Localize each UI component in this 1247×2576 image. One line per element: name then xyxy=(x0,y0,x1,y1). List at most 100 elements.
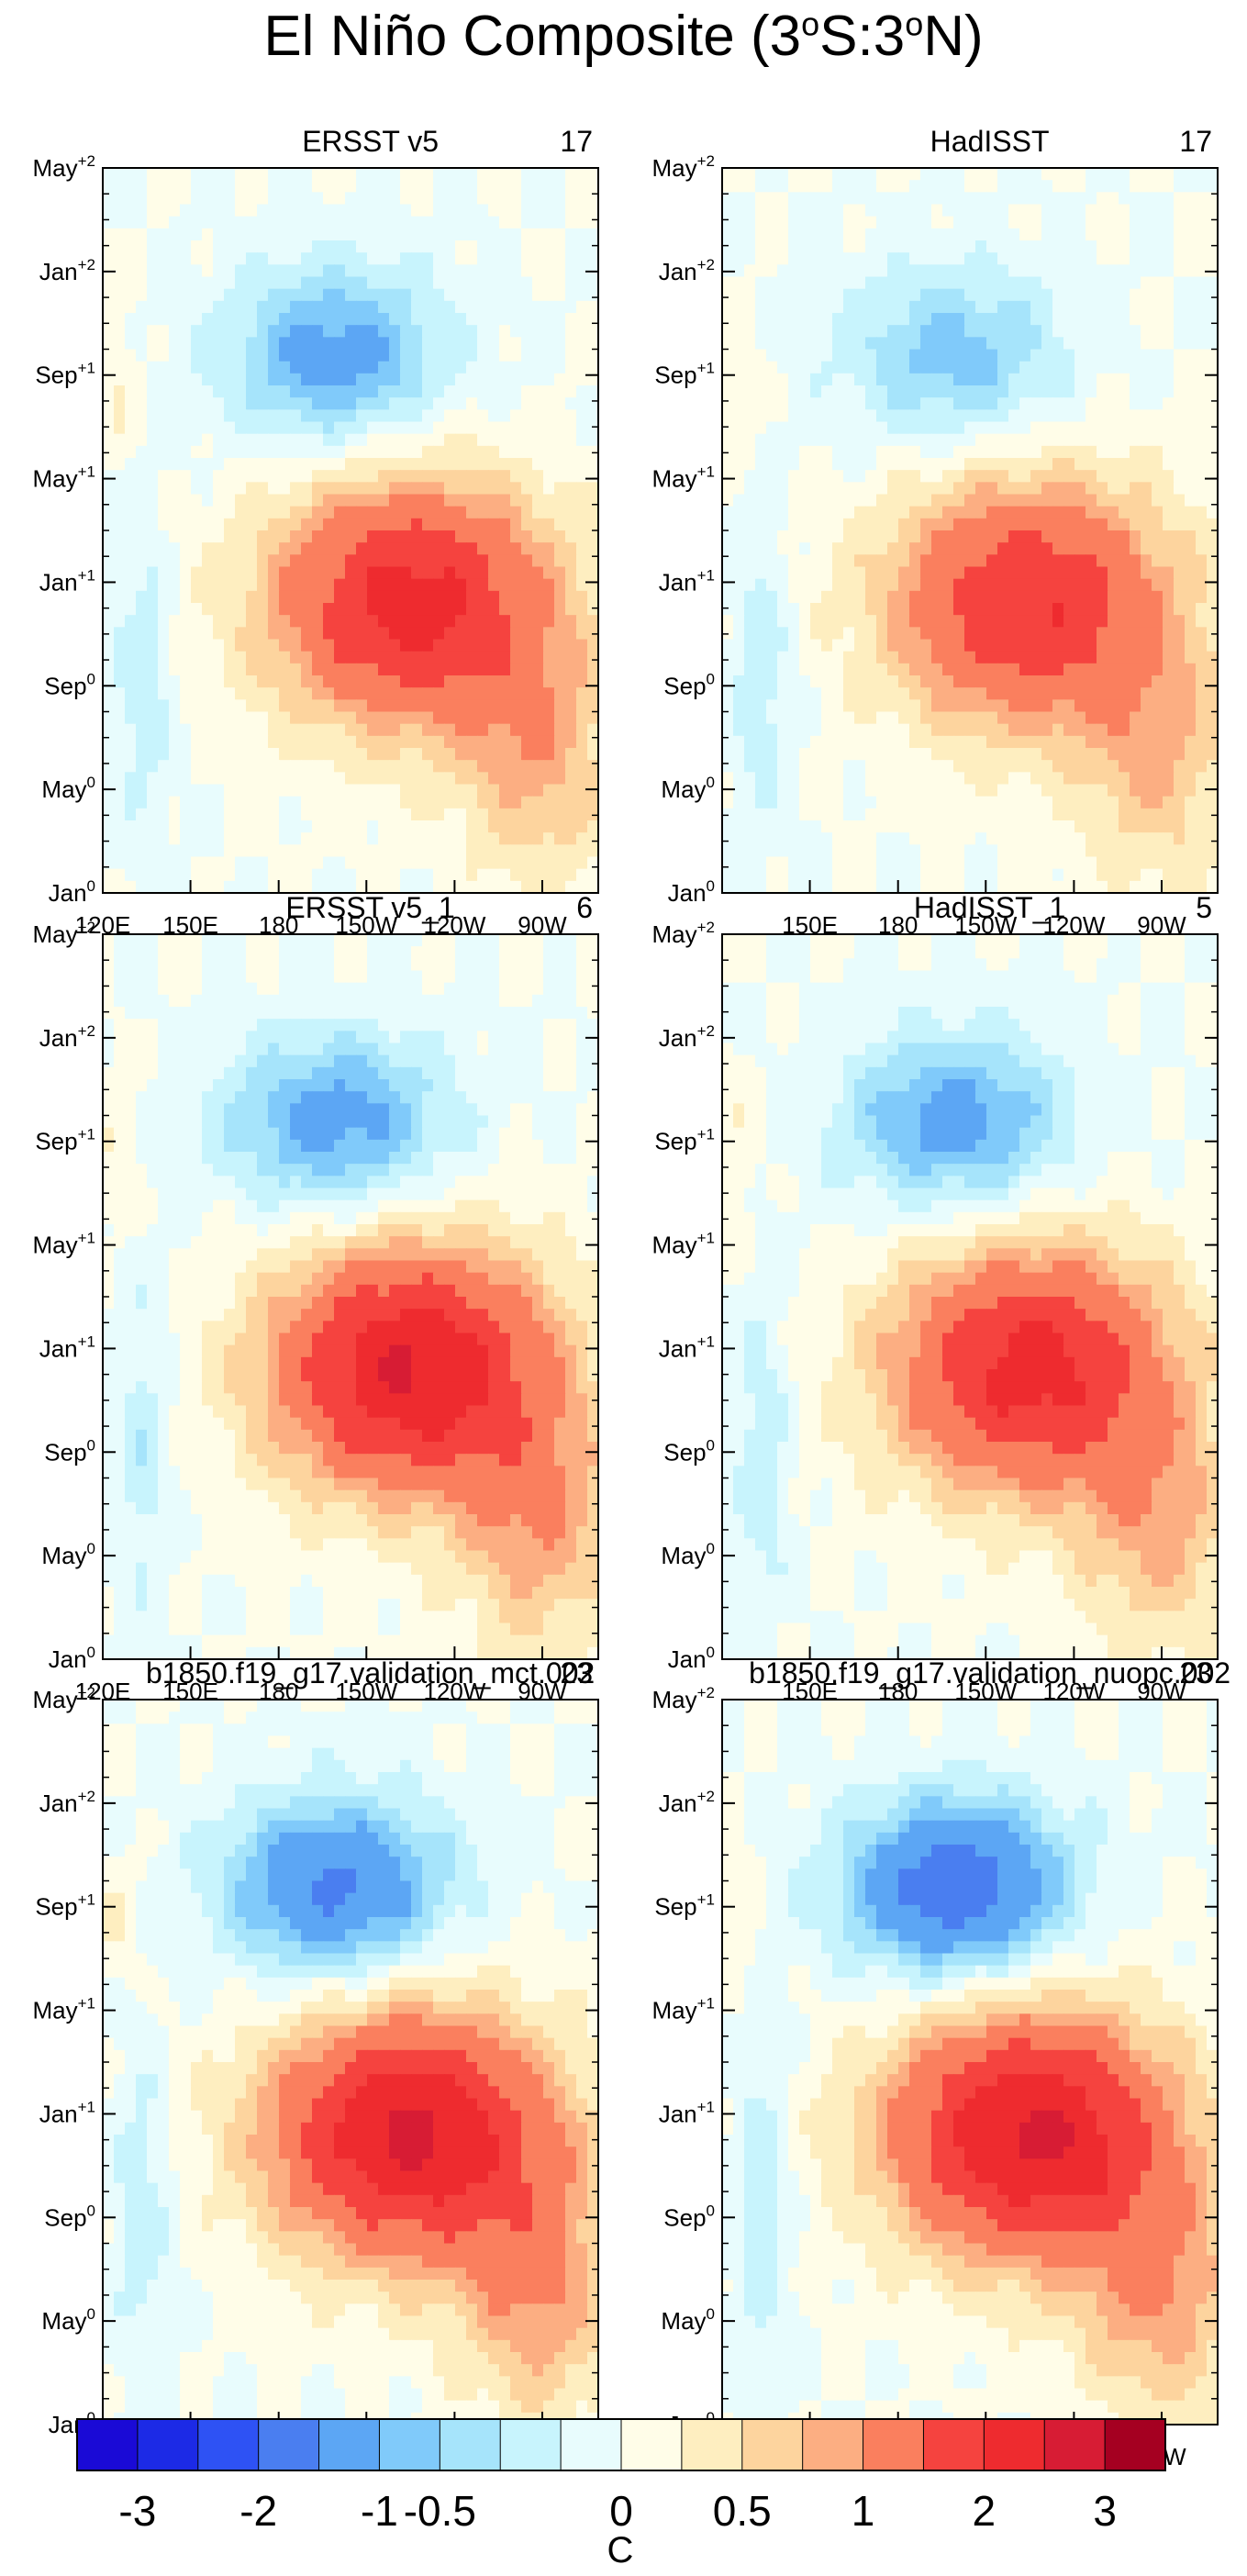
heatmap-cell xyxy=(1108,542,1119,555)
heatmap-cell xyxy=(964,542,976,555)
heatmap-cell xyxy=(136,820,148,833)
heatmap-cell xyxy=(235,445,247,459)
heatmap-cell xyxy=(1019,216,1031,229)
heatmap-cell xyxy=(810,397,822,410)
heatmap-cell xyxy=(799,627,811,641)
heatmap-cell xyxy=(931,313,943,326)
heatmap-cell xyxy=(477,482,489,496)
heatmap-cell xyxy=(477,518,489,531)
heatmap-cell xyxy=(843,288,855,302)
heatmap-cell xyxy=(843,518,855,531)
heatmap-cell xyxy=(158,337,170,351)
heatmap-cell xyxy=(257,566,269,580)
heatmap-cell xyxy=(202,880,214,894)
heatmap-cell xyxy=(147,204,159,217)
heatmap-cell xyxy=(1030,723,1042,737)
heatmap-cell xyxy=(565,772,577,786)
heatmap-cell xyxy=(1097,288,1108,302)
heatmap-cell xyxy=(279,494,291,507)
heatmap-cell xyxy=(587,639,599,652)
heatmap-cell xyxy=(279,772,291,786)
heatmap-cell xyxy=(898,361,910,374)
heatmap-cell xyxy=(169,433,181,447)
heatmap-cell xyxy=(942,639,954,652)
heatmap-cell xyxy=(147,566,159,580)
heatmap-cell xyxy=(488,832,500,845)
heatmap-cell xyxy=(246,868,258,882)
heatmap-cell xyxy=(169,542,181,555)
heatmap-cell xyxy=(422,723,434,737)
heatmap-cell xyxy=(510,796,522,809)
heatmap-cell xyxy=(433,542,445,555)
heatmap-cell xyxy=(744,735,756,749)
heatmap-cell xyxy=(455,530,467,543)
heatmap-cell xyxy=(532,868,544,882)
heatmap-cell xyxy=(477,458,489,471)
heatmap-cell xyxy=(235,651,247,664)
heatmap-cell xyxy=(1174,470,1186,483)
heatmap-cell xyxy=(444,723,456,737)
heatmap-cell xyxy=(1041,433,1053,447)
heatmap-cell xyxy=(722,578,734,592)
heatmap-cell xyxy=(389,397,401,410)
heatmap-cell xyxy=(532,288,544,302)
heatmap-cell xyxy=(1108,675,1119,688)
heatmap-cell xyxy=(1074,687,1086,700)
heatmap-cell xyxy=(323,735,335,749)
heatmap-cell xyxy=(147,856,159,870)
heatmap-cell xyxy=(488,300,500,314)
heatmap-cell xyxy=(1108,216,1119,229)
heatmap-cell xyxy=(1163,482,1175,496)
heatmap-cell xyxy=(301,518,313,531)
heatmap-cell xyxy=(268,470,280,483)
heatmap-cell xyxy=(1063,687,1075,700)
heatmap-cell xyxy=(323,433,335,447)
heatmap-cell xyxy=(975,409,987,423)
heatmap-cell xyxy=(1207,433,1219,447)
heatmap-cell xyxy=(103,530,115,543)
heatmap-cell xyxy=(821,506,833,519)
heatmap-cell xyxy=(1097,192,1108,206)
heatmap-cell xyxy=(854,373,866,386)
heatmap-cell xyxy=(744,723,756,737)
heatmap-cell xyxy=(411,651,423,664)
heatmap-cell xyxy=(777,542,789,555)
heatmap-cell xyxy=(964,566,976,580)
heatmap-cell xyxy=(755,337,767,351)
heatmap-cell xyxy=(975,578,987,592)
heatmap-cell xyxy=(312,494,324,507)
heatmap-cell xyxy=(521,603,533,616)
heatmap-cell xyxy=(422,832,434,845)
heatmap-cell xyxy=(257,518,269,531)
heatmap-cell xyxy=(843,349,855,362)
heatmap-cell xyxy=(290,180,302,193)
heatmap-cell xyxy=(213,168,225,181)
heatmap-cell xyxy=(777,445,789,459)
heatmap-cell xyxy=(312,421,324,435)
heatmap-cell xyxy=(466,711,478,725)
heatmap-cell xyxy=(1019,276,1031,290)
heatmap-cell xyxy=(1097,337,1108,351)
heatmap-cell xyxy=(1052,506,1064,519)
heatmap-cell xyxy=(455,458,467,471)
heatmap-cell xyxy=(136,192,148,206)
heatmap-cell xyxy=(1196,421,1208,435)
heatmap-cell xyxy=(224,458,236,471)
heatmap-cell xyxy=(1019,603,1031,616)
heatmap-cell xyxy=(521,325,533,338)
heatmap-cell xyxy=(1141,397,1152,410)
heatmap-cell xyxy=(788,421,800,435)
heatmap-cell xyxy=(499,772,511,786)
heatmap-cell xyxy=(114,458,126,471)
heatmap-cell xyxy=(898,518,910,531)
heatmap-cell xyxy=(532,820,544,833)
heatmap-cell xyxy=(202,820,214,833)
heatmap-cell xyxy=(1052,627,1064,641)
heatmap-cell xyxy=(466,651,478,664)
heatmap-cell xyxy=(147,470,159,483)
heatmap-cell xyxy=(411,772,423,786)
heatmap-cell xyxy=(378,192,390,206)
heatmap-cell xyxy=(312,796,324,809)
heatmap-cell xyxy=(986,627,998,641)
heatmap-cell xyxy=(1108,687,1119,700)
